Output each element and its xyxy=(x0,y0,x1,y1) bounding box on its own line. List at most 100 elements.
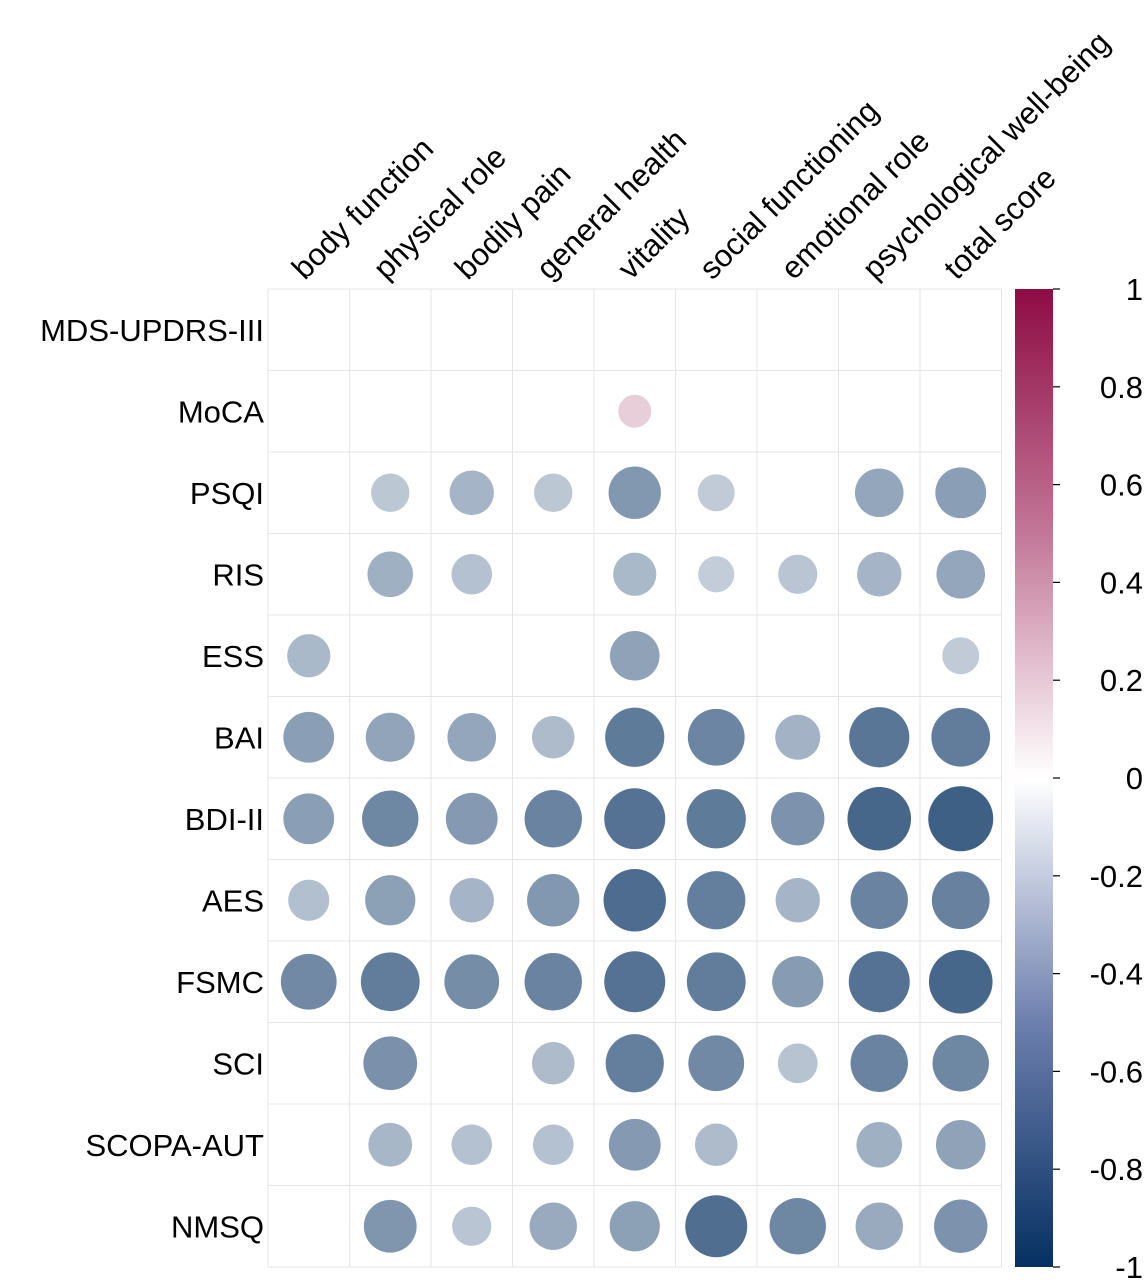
correlation-circle xyxy=(529,1202,577,1250)
correlation-circle xyxy=(771,792,825,846)
row-label: AES xyxy=(202,883,264,918)
row-label: BDI-II xyxy=(185,802,264,837)
correlation-circle xyxy=(931,871,990,930)
correlation-circle xyxy=(365,875,416,926)
row-label: SCOPA-AUT xyxy=(85,1128,264,1163)
correlation-circle xyxy=(685,1195,748,1258)
correlation-circle xyxy=(280,953,337,1010)
correlation-circle xyxy=(935,467,987,519)
colorbar-tick-label: 0 xyxy=(1126,761,1143,796)
row-label: NMSQ xyxy=(171,1209,264,1244)
colorbar-tick-label: 0.8 xyxy=(1100,370,1143,405)
row-label: MDS-UPDRS-III xyxy=(40,313,264,348)
correlation-circle xyxy=(609,1201,660,1252)
correlation-circle xyxy=(777,1043,818,1084)
correlation-circles xyxy=(280,394,994,1258)
correlation-circle xyxy=(694,1123,738,1167)
row-label: RIS xyxy=(212,557,264,592)
correlation-circle xyxy=(769,1198,826,1255)
correlation-circle xyxy=(287,634,331,678)
colorbar-tick-label: -0.2 xyxy=(1090,859,1143,894)
correlation-circle xyxy=(603,869,666,932)
correlation-circle xyxy=(688,1035,745,1092)
correlation-circle xyxy=(451,553,493,595)
correlation-circle xyxy=(524,953,582,1011)
correlation-circle xyxy=(850,871,908,929)
correlation-circle xyxy=(618,394,652,428)
correlation-circle xyxy=(932,1035,989,1092)
correlation-circle xyxy=(772,956,824,1008)
correlation-circle xyxy=(848,951,910,1013)
correlation-circle xyxy=(367,551,414,598)
correlation-circle xyxy=(934,1199,988,1253)
colorbar-tick-label: -1 xyxy=(1115,1250,1143,1280)
correlation-circle xyxy=(531,715,575,759)
colorbar-tick-label: -0.6 xyxy=(1090,1054,1143,1089)
correlation-circle xyxy=(856,1121,903,1168)
correlation-circle xyxy=(686,789,746,849)
column-label: body function xyxy=(285,131,440,286)
correlation-circle xyxy=(604,788,666,850)
correlation-circle xyxy=(928,949,993,1014)
correlation-circle xyxy=(445,792,498,845)
correlation-circle xyxy=(847,786,912,851)
correlation-circle xyxy=(697,474,735,512)
row-label: BAI xyxy=(214,720,264,755)
correlation-circle xyxy=(447,712,497,762)
correlation-circle xyxy=(778,554,818,594)
correlation-circle xyxy=(609,630,660,681)
row-label: ESS xyxy=(202,639,264,674)
colorbar-tick-label: 0.4 xyxy=(1100,565,1143,600)
correlation-circle xyxy=(449,878,494,923)
colorbar-tick-label: 0.2 xyxy=(1100,663,1143,698)
correlation-circle xyxy=(928,786,994,852)
correlation-circle xyxy=(283,711,335,763)
correlation-circle xyxy=(687,871,746,930)
correlation-circle xyxy=(850,1034,908,1092)
correlation-circle xyxy=(698,556,735,593)
correlation-circle xyxy=(288,879,330,921)
row-label: FSMC xyxy=(176,965,264,1000)
correlation-circle xyxy=(931,707,991,767)
correlation-circle xyxy=(363,1199,417,1253)
correlation-circle xyxy=(283,793,335,845)
correlation-circle xyxy=(613,552,657,596)
correlation-circle xyxy=(534,473,573,512)
row-labels: MDS-UPDRS-III MoCA PSQI RIS ESS BAI BDI-II AES F… xyxy=(40,313,264,1245)
correlation-circle xyxy=(687,708,745,766)
row-label: MoCA xyxy=(178,394,264,429)
colorbar-tick-label: -0.8 xyxy=(1090,1152,1143,1187)
correlation-circle xyxy=(608,466,661,519)
correlation-circle xyxy=(365,712,415,762)
row-label: SCI xyxy=(212,1046,264,1081)
correlation-circle xyxy=(452,1206,492,1246)
correlation-circle xyxy=(605,707,665,767)
correlation-circle xyxy=(363,1036,418,1091)
correlation-circle xyxy=(368,1122,413,1167)
correlation-circle xyxy=(855,1202,903,1250)
correlation-circle xyxy=(936,549,986,599)
correlation-circle xyxy=(531,1041,575,1085)
correlation-circle xyxy=(532,1124,574,1166)
correlation-circle xyxy=(935,1119,986,1170)
grid xyxy=(267,288,1002,1268)
colorbar: 1 0.8 0.6 0.4 0.2 0 -0.2 -0.4 -0.6 -0.8 -1 xyxy=(1015,272,1143,1280)
row-label: PSQI xyxy=(190,476,264,511)
correlation-circle xyxy=(942,637,980,675)
correlation-circle xyxy=(360,952,420,1012)
correlation-circle xyxy=(362,790,419,847)
correlation-circle xyxy=(527,874,580,927)
correlation-circle xyxy=(371,473,410,512)
correlation-circle xyxy=(605,1034,664,1093)
correlation-circle xyxy=(854,468,904,518)
colorbar-tick-label: 1 xyxy=(1126,272,1143,307)
correlation-circle xyxy=(444,954,500,1010)
colorbar-tick-label: -0.4 xyxy=(1090,957,1143,992)
correlation-circle xyxy=(775,714,821,760)
correlation-circle xyxy=(775,878,820,923)
correlation-circle xyxy=(857,552,902,597)
correlation-circle xyxy=(608,1118,661,1171)
colorbar-tick-label: 0.6 xyxy=(1100,468,1143,503)
correlation-circle xyxy=(686,952,746,1012)
